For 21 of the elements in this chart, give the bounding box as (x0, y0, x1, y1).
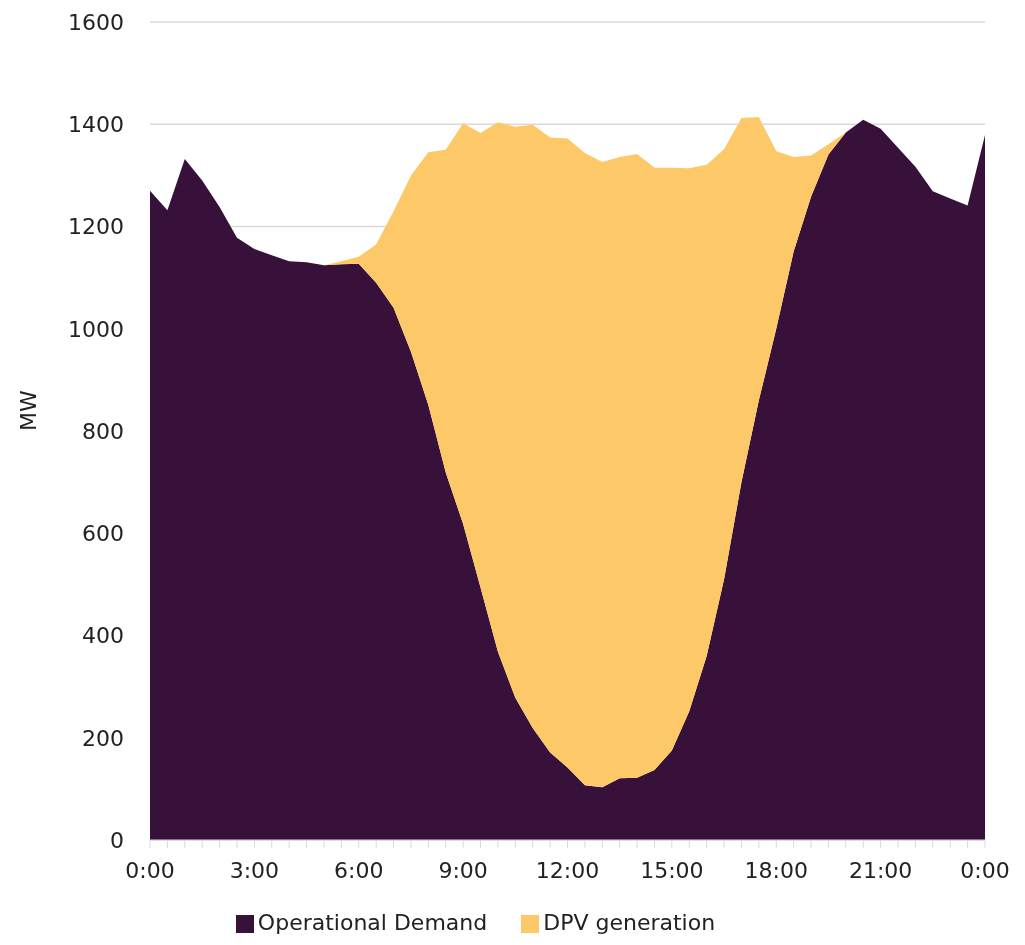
x-tick-label: 18:00 (744, 857, 808, 883)
y-tick-label: 1200 (68, 214, 124, 240)
y-tick-label: 800 (82, 418, 124, 444)
x-tick-label: 15:00 (640, 857, 704, 883)
y-tick-label: 600 (82, 521, 124, 547)
x-tick-label: 0:00 (125, 857, 175, 883)
y-axis-title: MW (15, 390, 41, 431)
x-tick-label: 3:00 (229, 857, 280, 883)
y-tick-label: 400 (82, 623, 124, 649)
legend-label: DPV generation (543, 910, 716, 935)
x-tick-label: 0:00 (960, 857, 1010, 883)
legend-label: Operational Demand (257, 910, 488, 935)
y-tick-label: 1600 (68, 9, 124, 35)
y-tick-label: 1400 (68, 112, 124, 138)
x-tick-label: 6:00 (334, 857, 384, 883)
y-tick-label: 1000 (68, 316, 124, 342)
x-tick-label: 12:00 (535, 857, 600, 883)
x-tick-label: 9:00 (438, 857, 488, 883)
y-tick-label: 200 (82, 725, 124, 751)
x-tick-label: 21:00 (848, 857, 913, 883)
y-tick-label: 0 (110, 827, 124, 853)
